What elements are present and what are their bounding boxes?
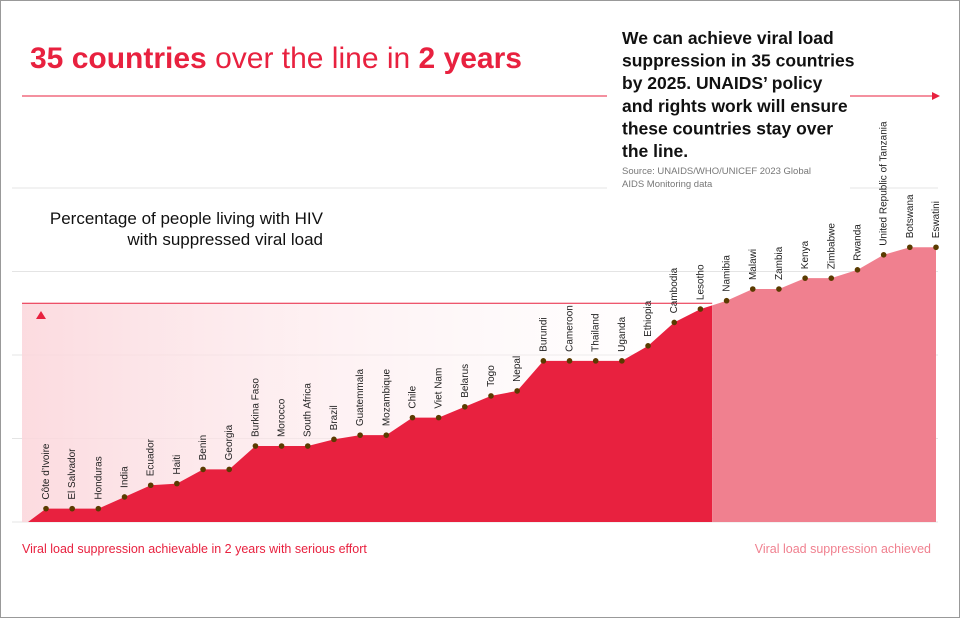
point: [592, 358, 599, 364]
category-label: Belarus: [460, 364, 471, 398]
category-label: Mozambique: [381, 368, 392, 426]
point: [95, 505, 102, 512]
point: [435, 414, 442, 421]
category-label: Ecuador: [146, 438, 157, 476]
point: [304, 443, 311, 449]
point: [174, 480, 180, 487]
point: [514, 388, 520, 394]
category-label: Zambia: [774, 246, 785, 280]
point: [121, 494, 128, 500]
point: [880, 252, 887, 258]
point: [278, 443, 285, 449]
category-label: Viet Nam: [434, 368, 445, 409]
y-axis-label: with suppressed viral load: [126, 230, 323, 249]
category-label: Cambodia: [669, 267, 680, 313]
point: [409, 414, 416, 421]
point: [226, 466, 233, 473]
point: [776, 286, 782, 292]
subtitle-line: these countries stay over: [622, 118, 833, 138]
source-line: Source: UNAIDS/WHO/UNICEF 2023 Global: [622, 166, 811, 177]
point: [383, 432, 390, 438]
subtitle-line: We can achieve viral load: [622, 28, 834, 48]
chart-title: 35 countries over the line in 2 years: [30, 42, 522, 75]
title-part: over the line in: [215, 42, 410, 75]
category-label: Burkina Faso: [250, 378, 261, 437]
divider-arrow: [932, 92, 940, 100]
point: [802, 275, 808, 281]
category-label: Namibia: [722, 255, 733, 292]
point: [697, 306, 704, 312]
category-label: Côte d’Ivoire: [41, 443, 52, 500]
category-label: Morocco: [277, 398, 288, 437]
category-label: Eswatini: [931, 201, 942, 238]
subtitle-line: by 2025. UNAIDS’ policy: [622, 73, 823, 93]
category-label: Brazil: [329, 405, 340, 430]
plot: Côte d’Ivoire El Salvador Honduras India Ecu…: [22, 121, 942, 522]
point: [331, 436, 337, 443]
category-label: Cameroon: [565, 305, 576, 352]
point: [619, 358, 625, 364]
point: [828, 275, 835, 281]
category-label: Thailand: [591, 313, 602, 351]
category-label: Uganda: [617, 316, 628, 351]
category-label: Kenya: [800, 240, 811, 269]
point: [540, 358, 547, 364]
category-label: Nepal: [512, 356, 523, 382]
title-part: 2 years: [419, 42, 522, 75]
point: [671, 319, 678, 326]
category-label: Botswana: [905, 194, 916, 238]
note-box: [607, 18, 850, 192]
point: [749, 286, 756, 292]
category-label: Rwanda: [852, 224, 863, 261]
category-label: South Africa: [303, 383, 314, 437]
subtitle: We can achieve viral load suppression in …: [622, 28, 855, 190]
category-label: Togo: [486, 365, 497, 387]
point: [933, 244, 939, 251]
point: [252, 443, 259, 449]
category-label: United Republic of Tanzania: [879, 121, 890, 246]
category-label: Guatemmala: [355, 368, 366, 426]
category-label: Haiti: [172, 455, 183, 475]
point: [43, 505, 49, 512]
subtitle-line: and rights work will ensure: [622, 96, 848, 116]
triangle-marker: [36, 311, 46, 319]
category-label: Lesotho: [695, 264, 706, 300]
subtitle-line: suppression in 35 countries: [622, 51, 855, 71]
point: [488, 393, 494, 399]
area: [28, 305, 713, 522]
area: [712, 247, 936, 522]
point: [566, 358, 573, 364]
point: [723, 297, 730, 304]
point: [357, 432, 363, 438]
point: [462, 403, 468, 410]
category-label: Zimbabwe: [826, 223, 837, 270]
legend-label: Viral load suppression achievable in 2 y…: [22, 542, 367, 556]
category-label: Chile: [407, 385, 418, 408]
category-label: Ethiopia: [643, 300, 654, 337]
point: [69, 505, 75, 512]
category-label: Honduras: [93, 456, 104, 499]
subtitle-line: the line.: [622, 141, 688, 161]
category-label: El Salvador: [67, 448, 78, 500]
category-label: Benin: [198, 435, 209, 461]
point: [147, 482, 154, 489]
point: [854, 267, 861, 273]
point: [200, 466, 206, 473]
legend-label: Viral load suppression achieved: [755, 542, 931, 556]
category-label: India: [120, 466, 131, 488]
category-label: Malawi: [748, 249, 759, 280]
point: [645, 343, 651, 349]
title-part: 35 countries: [30, 42, 207, 75]
category-label: Georgia: [224, 424, 235, 460]
point: [907, 244, 913, 251]
source-line: AIDS Monitoring data: [622, 179, 713, 190]
category-label: Burundi: [538, 317, 549, 351]
y-axis-label: Percentage of people living with HIV: [50, 209, 324, 228]
